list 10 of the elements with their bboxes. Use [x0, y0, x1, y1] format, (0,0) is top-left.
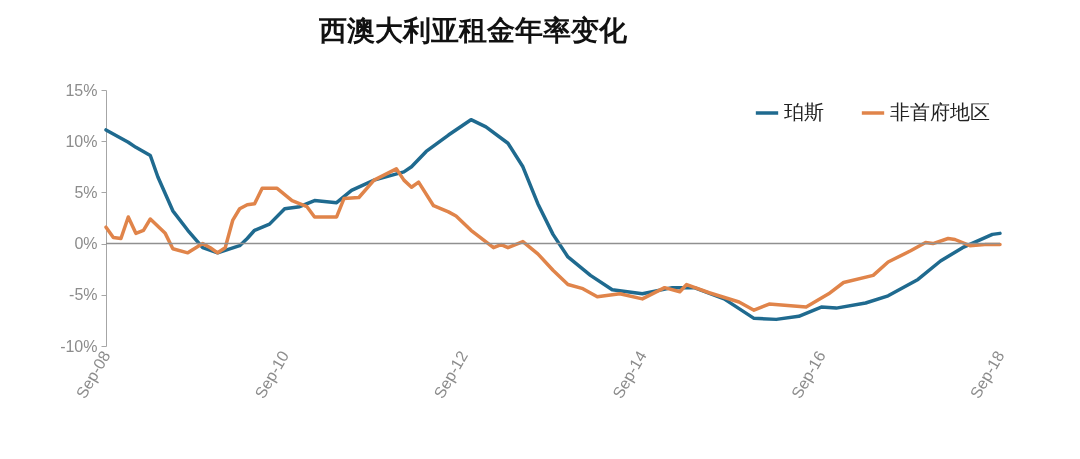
y-tick-label: 10% — [65, 132, 98, 150]
y-tick-label: 15% — [65, 81, 98, 99]
chart-title: 西澳大利亚租金年率变化 — [318, 15, 628, 46]
y-tick-label: -5% — [69, 286, 98, 304]
line-series — [104, 167, 1002, 312]
legend-label: 珀斯 — [784, 101, 824, 123]
legend-label: 非首府地区 — [890, 101, 990, 123]
y-tick-label: 5% — [74, 183, 98, 201]
y-tick-label: -10% — [60, 337, 98, 355]
y-tick-label: 0% — [74, 235, 98, 253]
